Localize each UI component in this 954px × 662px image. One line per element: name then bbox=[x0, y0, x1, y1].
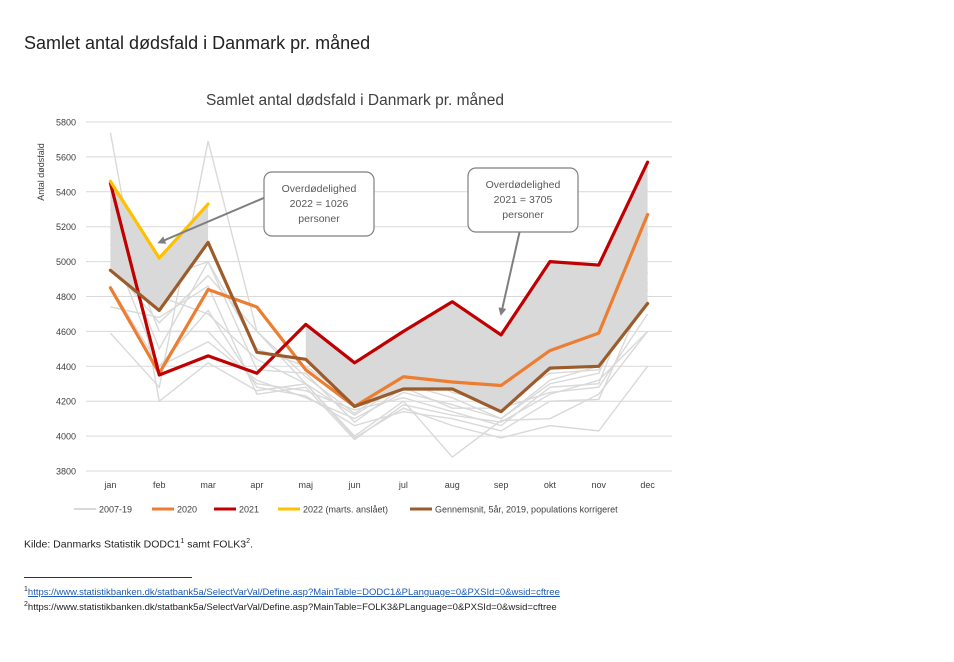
annotation-arrow bbox=[157, 196, 267, 244]
chart-title: Samlet antal dødsfald i Danmark pr. måne… bbox=[206, 92, 504, 109]
annotations: Overdødelighed 2022 = 1026 personer Overdød… bbox=[157, 167, 579, 316]
y-tick-label: 4000 bbox=[56, 432, 76, 442]
x-tick-label: apr bbox=[250, 480, 263, 490]
series-line-2007-19 bbox=[109, 285, 649, 432]
document-title: Samlet antal dødsfald i Danmark pr. måne… bbox=[24, 33, 371, 53]
y-tick-label: 5200 bbox=[56, 222, 76, 232]
series-line bbox=[108, 160, 650, 377]
annotation-text: personer bbox=[502, 209, 544, 221]
source-note: Kilde: Danmarks Statistik DODC11 samt FO… bbox=[24, 538, 253, 551]
legend-label: Gennemsnit, 5år, 2019, populations korri… bbox=[435, 505, 618, 515]
x-tick-label: okt bbox=[544, 480, 557, 490]
y-tick-label: 4400 bbox=[56, 362, 76, 372]
footnote-1-link[interactable]: https://www.statistikbanken.dk/statbank5… bbox=[27, 587, 560, 599]
footnote-1: 1https://www.statistikbanken.dk/statbank… bbox=[24, 586, 560, 599]
annotation-text: 2021 = 3705 bbox=[494, 194, 553, 206]
series-line bbox=[108, 240, 650, 414]
y-tick-label: 5800 bbox=[56, 118, 76, 128]
x-tick-label: nov bbox=[591, 480, 606, 490]
series-line bbox=[108, 179, 210, 260]
footnote-divider bbox=[24, 577, 192, 578]
annotation-box bbox=[467, 167, 579, 233]
annotation-text: 2022 = 1026 bbox=[290, 198, 349, 210]
main-series-lines bbox=[108, 160, 650, 414]
series-line-2007-19 bbox=[109, 243, 649, 420]
y-tick-label: 3800 bbox=[56, 467, 76, 477]
y-tick-label: 4600 bbox=[56, 327, 76, 337]
annotation-box bbox=[263, 171, 375, 237]
x-tick-label: jan bbox=[103, 480, 116, 490]
y-axis-label: Antal dødsfald bbox=[36, 143, 46, 201]
footnote-2-text: https://www.statistikbanken.dk/statbank5… bbox=[27, 602, 557, 614]
legend-label: 2021 bbox=[239, 505, 259, 515]
mortality-line-chart: Samlet antal dødsfald i Danmark pr. måne… bbox=[36, 92, 672, 515]
x-tick-label: feb bbox=[153, 480, 166, 490]
legend-label: 2020 bbox=[177, 505, 197, 515]
y-tick-label: 5600 bbox=[56, 152, 76, 162]
background-years-lines bbox=[109, 132, 649, 458]
x-tick-label: aug bbox=[445, 480, 460, 490]
y-tick-label: 4800 bbox=[56, 292, 76, 302]
x-tick-label: maj bbox=[298, 480, 313, 490]
excess-area bbox=[305, 162, 648, 412]
series-line-2007-19 bbox=[109, 252, 649, 420]
y-tick-label: 5400 bbox=[56, 187, 76, 197]
x-tick-label: mar bbox=[200, 480, 216, 490]
series-line-2007-19 bbox=[110, 285, 649, 441]
series-line-2007-19 bbox=[109, 264, 649, 415]
y-tick-label: 4200 bbox=[56, 397, 76, 407]
footnote-2: 2https://www.statistikbanken.dk/statbank… bbox=[24, 601, 557, 614]
annotation-text: personer bbox=[298, 213, 340, 225]
series-line bbox=[108, 212, 650, 409]
x-tick-label: dec bbox=[640, 480, 655, 490]
x-tick-label: jul bbox=[398, 480, 408, 490]
x-tick-label: jun bbox=[348, 480, 361, 490]
annotation-text: Overdødelighed bbox=[486, 179, 561, 191]
axis-ticks: 3800 4000 4200 4400 4600 4800 5000 5200 5400 5600… bbox=[56, 118, 655, 491]
y-tick-label: 5000 bbox=[56, 257, 76, 267]
legend-label: 2007-19 bbox=[99, 505, 132, 515]
legend-label: 2022 (marts. anslået) bbox=[303, 505, 388, 515]
x-tick-label: sep bbox=[494, 480, 509, 490]
legend: 2007-19 2020 2021 2022 (marts. anslået) Genn… bbox=[74, 505, 618, 515]
annotation-text: Overdødelighed bbox=[282, 183, 357, 195]
annotation-arrow bbox=[498, 229, 521, 316]
series-line-2007-19 bbox=[109, 132, 649, 439]
series-line-2007-19 bbox=[109, 208, 649, 427]
